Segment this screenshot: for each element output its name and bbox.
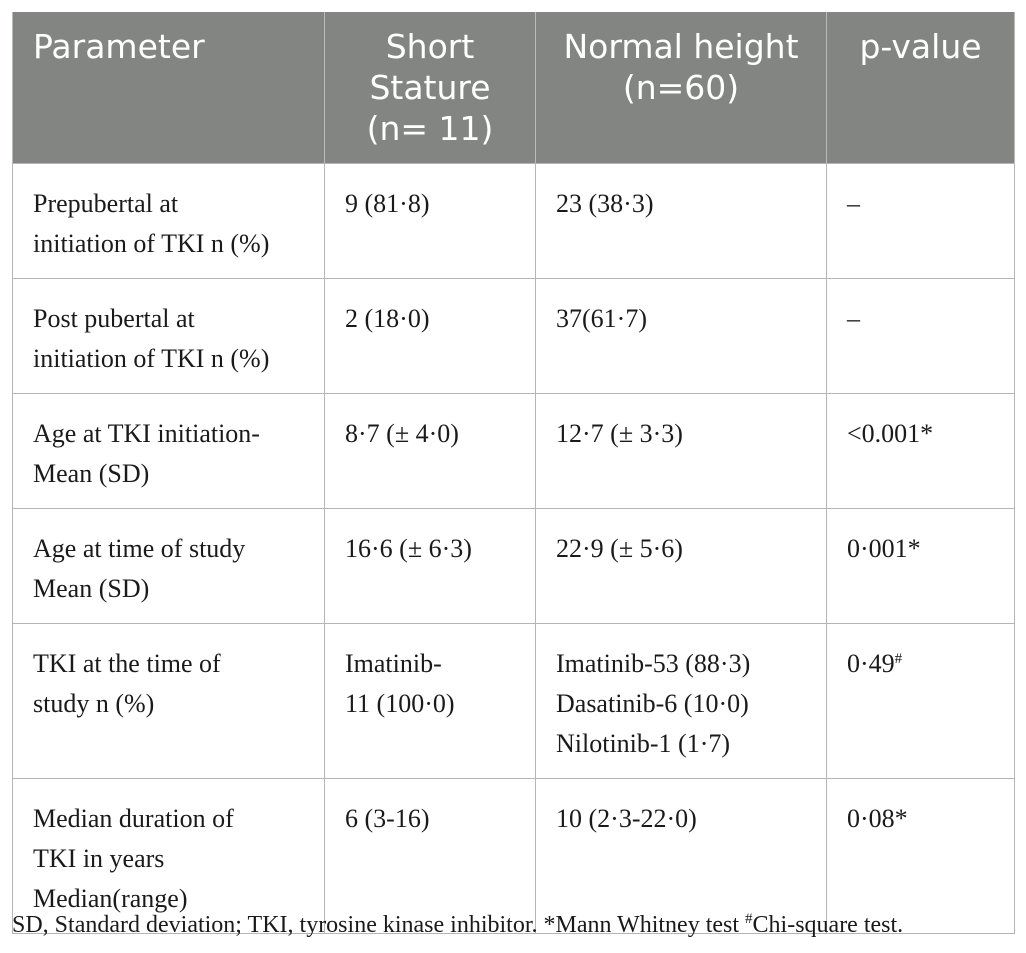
cell-normal-height: 10 (2·3-22·0)	[535, 778, 827, 934]
table-footnote: SD, Standard deviation; TKI, tyrosine ki…	[12, 912, 903, 939]
cell-parameter: Age at time of study Mean (SD)	[12, 508, 325, 624]
p-value-text: 0·49	[847, 649, 895, 678]
table-body: Prepubertal at initiation of TKI n (%) 9 …	[12, 163, 1015, 934]
p-value-text: 0·001*	[847, 534, 921, 563]
cell-short-stature: 9 (81·8)	[324, 163, 536, 279]
cell-normal-height: Imatinib-53 (88·3) Dasatinib-6 (10·0) Ni…	[535, 623, 827, 779]
p-value-text: <0.001*	[847, 419, 934, 448]
footnote-hash-mark: #	[745, 911, 753, 927]
cell-short-stature: Imatinib- 11 (100·0)	[324, 623, 536, 779]
header-short-stature: Short Stature (n= 11)	[324, 12, 536, 164]
cell-normal-height: 23 (38·3)	[535, 163, 827, 279]
cell-normal-height: 22·9 (± 5·6)	[535, 508, 827, 624]
table-row: Age at time of study Mean (SD) 16·6 (± 6·…	[12, 508, 1015, 624]
cell-parameter: Prepubertal at initiation of TKI n (%)	[12, 163, 325, 279]
footnote-text-end: Chi-square test.	[752, 912, 904, 938]
cell-p-value: –	[826, 163, 1015, 279]
header-parameter: Parameter	[12, 12, 325, 164]
cell-normal-height: 12·7 (± 3·3)	[535, 393, 827, 509]
table-row: Median duration of TKI in years Median(r…	[12, 778, 1015, 934]
cell-normal-height: 37(61·7)	[535, 278, 827, 394]
cell-parameter: Post pubertal at initiation of TKI n (%)	[12, 278, 325, 394]
p-value-text: –	[847, 304, 860, 333]
table-row: Prepubertal at initiation of TKI n (%) 9 …	[12, 163, 1015, 279]
data-table: Parameter Short Stature (n= 11) Normal h…	[12, 12, 1015, 934]
cell-p-value: 0·08*	[826, 778, 1015, 934]
cell-parameter: TKI at the time of study n (%)	[12, 623, 325, 779]
p-value-text: –	[847, 189, 860, 218]
table-container: Parameter Short Stature (n= 11) Normal h…	[12, 12, 1015, 934]
cell-p-value: 0·001*	[826, 508, 1015, 624]
cell-p-value: –	[826, 278, 1015, 394]
cell-p-value: 0·49#	[826, 623, 1015, 779]
cell-short-stature: 2 (18·0)	[324, 278, 536, 394]
table-row: Age at TKI initiation- Mean (SD) 8·7 (± 4…	[12, 393, 1015, 509]
cell-short-stature: 16·6 (± 6·3)	[324, 508, 536, 624]
p-value-mark: #	[894, 651, 903, 667]
cell-parameter: Age at TKI initiation- Mean (SD)	[12, 393, 325, 509]
cell-short-stature: 6 (3-16)	[324, 778, 536, 934]
header-p-value: p-value	[826, 12, 1015, 164]
p-value-text: 0·08*	[847, 804, 908, 833]
table-header: Parameter Short Stature (n= 11) Normal h…	[12, 12, 1015, 164]
cell-parameter: Median duration of TKI in years Median(r…	[12, 778, 325, 934]
footnote-text: SD, Standard deviation; TKI, tyrosine ki…	[12, 912, 746, 938]
cell-p-value: <0.001*	[826, 393, 1015, 509]
header-normal-height: Normal height (n=60)	[535, 12, 827, 164]
table-row: Post pubertal at initiation of TKI n (%)…	[12, 278, 1015, 394]
cell-short-stature: 8·7 (± 4·0)	[324, 393, 536, 509]
table-row: TKI at the time of study n (%) Imatinib- …	[12, 623, 1015, 779]
header-row: Parameter Short Stature (n= 11) Normal h…	[12, 12, 1015, 164]
